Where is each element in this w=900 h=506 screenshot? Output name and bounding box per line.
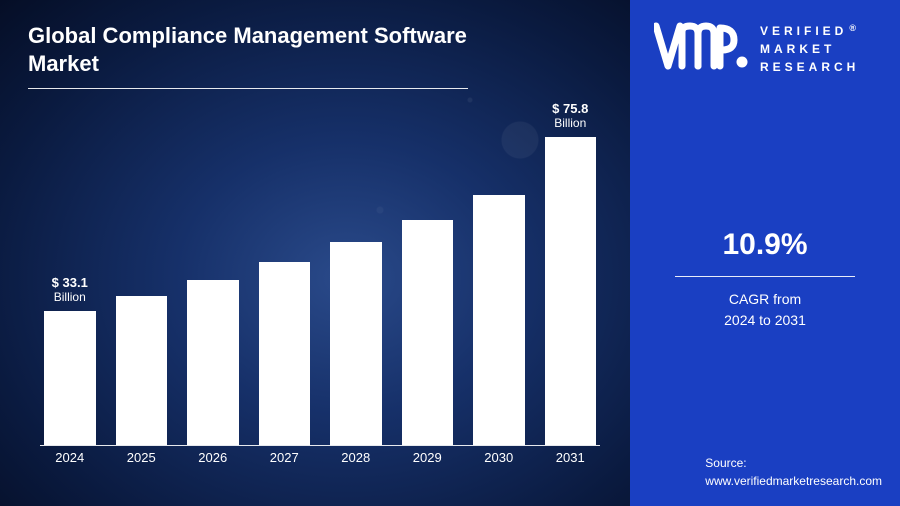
brand-logo: VERIFIED® MARKET RESEARCH (654, 22, 882, 76)
cagr-caption-line2: 2024 to 2031 (724, 312, 806, 328)
registered-mark: ® (849, 23, 860, 33)
logo-line1: VERIFIED (760, 24, 847, 38)
logo-line3: RESEARCH (760, 60, 859, 74)
logo-line2: MARKET (760, 42, 835, 56)
title-underline (28, 88, 468, 89)
bar (44, 311, 96, 445)
bar-slot: $ 33.1Billion (44, 276, 96, 445)
bar-value-label: $ 75.8Billion (552, 102, 588, 131)
x-axis-label: 2026 (187, 450, 239, 470)
bar-slot (330, 242, 382, 445)
source-url: www.verifiedmarketresearch.com (705, 474, 882, 488)
bar-slot (473, 195, 525, 445)
bar-slot (116, 296, 168, 445)
cagr-caption: CAGR from 2024 to 2031 (630, 289, 900, 331)
infographic-root: Global Compliance Management Software Ma… (0, 0, 900, 506)
x-axis-label: 2025 (116, 450, 168, 470)
bar (545, 137, 597, 445)
x-axis-line (40, 445, 600, 446)
cagr-value: 10.9% (630, 228, 900, 262)
bars-container: $ 33.1Billion$ 75.8Billion (40, 120, 600, 445)
chart-title: Global Compliance Management Software Ma… (28, 22, 468, 77)
x-axis-label: 2028 (330, 450, 382, 470)
source-label: Source: (705, 456, 746, 470)
cagr-block: 10.9% CAGR from 2024 to 2031 (630, 228, 900, 331)
x-axis-labels: 2024 2025 2026 2027 2028 2029 2030 2031 (40, 450, 600, 470)
bar (402, 220, 454, 445)
bar (259, 262, 311, 445)
bar (473, 195, 525, 445)
chart-panel: Global Compliance Management Software Ma… (0, 0, 630, 506)
x-axis-label: 2024 (44, 450, 96, 470)
summary-panel: VERIFIED® MARKET RESEARCH 10.9% CAGR fro… (630, 0, 900, 506)
logo-mark-icon (654, 22, 750, 76)
bar-value-label: $ 33.1Billion (52, 276, 88, 305)
bar (330, 242, 382, 445)
x-axis-label: 2031 (545, 450, 597, 470)
source-citation: Source: www.verifiedmarketresearch.com (705, 454, 882, 490)
bar-slot (259, 262, 311, 445)
x-axis-label: 2030 (473, 450, 525, 470)
x-axis-label: 2027 (259, 450, 311, 470)
bar-slot (402, 220, 454, 445)
logo-text: VERIFIED® MARKET RESEARCH (760, 22, 860, 76)
bar-chart: $ 33.1Billion$ 75.8Billion 2024202520262… (40, 120, 600, 470)
bar (187, 280, 239, 445)
bar-slot (187, 280, 239, 445)
cagr-caption-line1: CAGR from (729, 291, 801, 307)
cagr-underline (675, 276, 855, 277)
bar-slot: $ 75.8Billion (545, 102, 597, 445)
bar (116, 296, 168, 445)
x-axis-label: 2029 (402, 450, 454, 470)
